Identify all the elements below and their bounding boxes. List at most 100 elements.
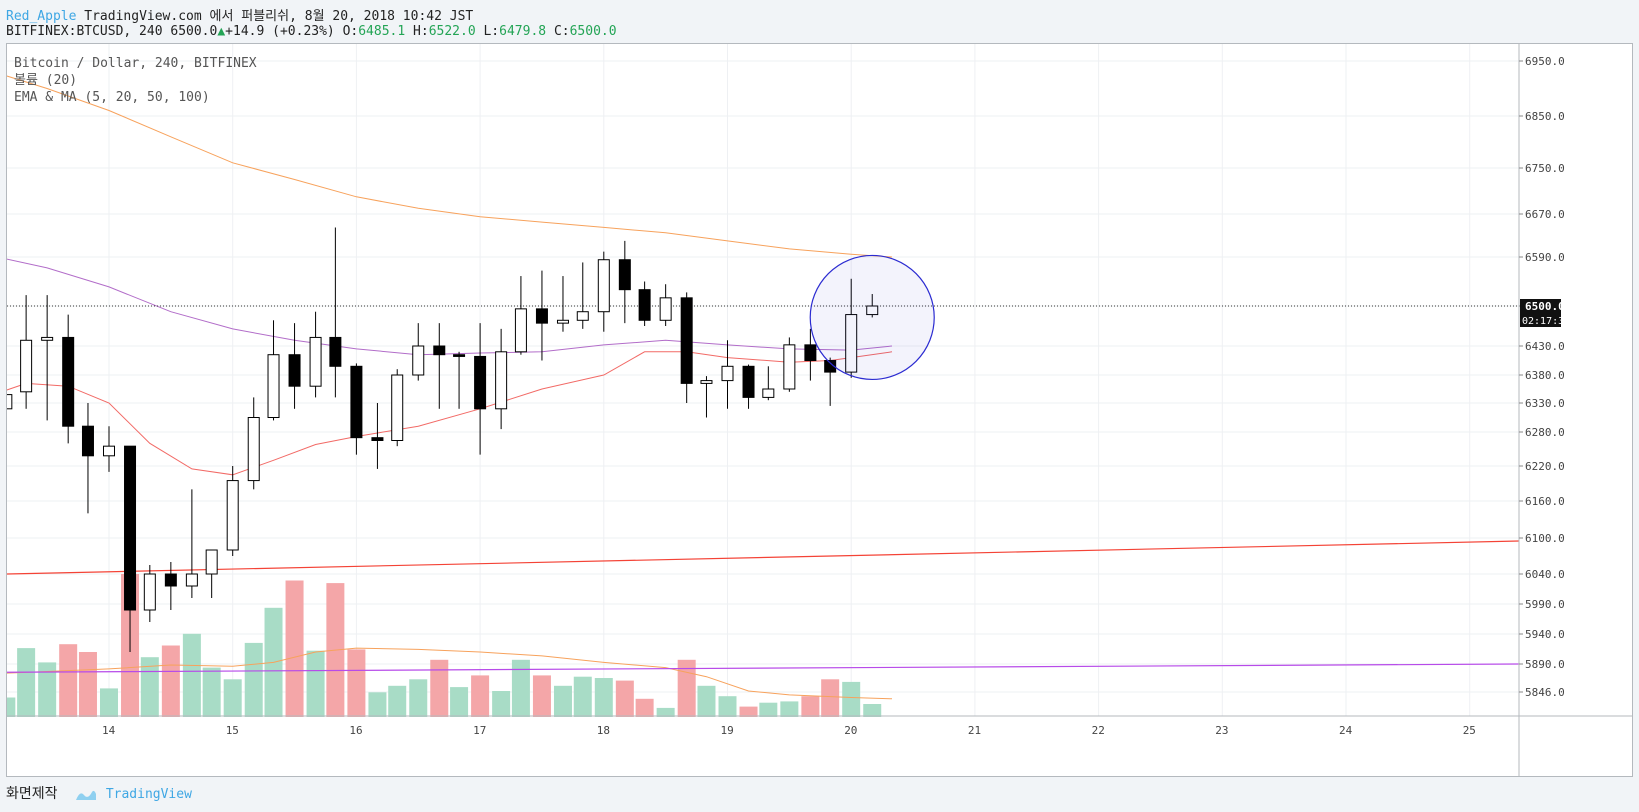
candle-body bbox=[556, 319, 569, 324]
candle-body bbox=[205, 549, 218, 575]
legend-ema-ma[interactable]: EMA & MA (5, 20, 50, 100) bbox=[14, 90, 210, 105]
volume-bar bbox=[511, 659, 530, 717]
candle-body bbox=[124, 445, 137, 611]
candle-body bbox=[267, 354, 280, 419]
legend-volume[interactable]: 볼륨 (20) bbox=[14, 73, 78, 88]
candle-body bbox=[20, 339, 33, 393]
candle-body bbox=[62, 336, 75, 427]
price-tick-label: 6750.0 bbox=[1525, 162, 1565, 175]
price-tick-label: 6160.0 bbox=[1525, 495, 1565, 508]
volume-bar bbox=[492, 691, 511, 717]
volume-bar bbox=[161, 645, 180, 717]
candle-body bbox=[412, 345, 425, 376]
volume-bar bbox=[202, 667, 221, 717]
volume-bar bbox=[821, 679, 840, 717]
volume-bar bbox=[78, 652, 97, 717]
candle-body bbox=[81, 425, 94, 457]
volume-bar bbox=[306, 650, 325, 717]
volume-bar bbox=[471, 675, 490, 717]
volume-bar bbox=[573, 676, 592, 717]
author-link[interactable]: Red_Apple bbox=[6, 9, 77, 24]
candle-body bbox=[309, 336, 322, 387]
highlight-circle bbox=[809, 254, 935, 381]
candle-body bbox=[391, 374, 404, 441]
volume-bar bbox=[656, 707, 675, 717]
price-tick-label: 5990.0 bbox=[1525, 598, 1565, 611]
volume-bar bbox=[347, 649, 366, 717]
up-arrow-icon: ▲ bbox=[217, 24, 226, 39]
price-tick-label: 6330.0 bbox=[1525, 397, 1565, 410]
chart-legend: Bitcoin / Dollar, 240, BITFINEX 볼륨 (20) … bbox=[14, 55, 257, 106]
candle-body bbox=[164, 573, 177, 587]
candle-body bbox=[866, 305, 879, 316]
volume-bar bbox=[863, 704, 882, 717]
time-tick-label: 20 bbox=[844, 724, 857, 737]
volume-bar bbox=[842, 681, 861, 717]
candle-body bbox=[433, 345, 446, 356]
volume-bar bbox=[532, 675, 551, 717]
volume-bar bbox=[801, 696, 820, 717]
volume-bar bbox=[244, 642, 263, 717]
publish-info: Red_Apple TradingView.com 에서 퍼블리쉬, 8월 20… bbox=[6, 5, 473, 24]
price-tick-label: 6380.0 bbox=[1525, 369, 1565, 382]
chart-panel[interactable]: 6950.0 6850.0 6750.0 6670.0 6590.0 6500.0 6430… bbox=[6, 43, 1633, 777]
candle-body bbox=[474, 355, 487, 410]
candle-body bbox=[618, 259, 631, 291]
price-tick-label: 5846.0 bbox=[1525, 686, 1565, 699]
trend-line-red bbox=[7, 540, 1520, 575]
volume-bar bbox=[38, 662, 57, 717]
ma-50-line bbox=[7, 258, 893, 356]
volume-bar bbox=[100, 688, 118, 717]
candle-body bbox=[103, 445, 115, 457]
ema-20-line bbox=[7, 351, 893, 476]
current-price-label-bg bbox=[1520, 299, 1561, 313]
price-tick-label: 6950.0 bbox=[1525, 55, 1565, 68]
volume-bar bbox=[759, 702, 778, 717]
price-tick-label: 6100.0 bbox=[1525, 532, 1565, 545]
candle-body bbox=[371, 437, 384, 441]
candle-body bbox=[659, 297, 672, 321]
volume-bar bbox=[780, 701, 799, 717]
open-value: 6485.1 bbox=[358, 24, 406, 39]
candle-body bbox=[350, 365, 363, 439]
price-tick-label: 6220.0 bbox=[1525, 460, 1565, 473]
candle-body bbox=[638, 289, 651, 321]
volume-bar bbox=[59, 644, 78, 717]
high-label: H: bbox=[413, 24, 429, 39]
time-tick-label: 17 bbox=[473, 724, 486, 737]
open-label: O: bbox=[342, 24, 359, 39]
volume-bar bbox=[635, 698, 654, 717]
candle-body bbox=[185, 573, 198, 587]
chart-canvas[interactable]: 6950.0 6850.0 6750.0 6670.0 6590.0 6500.0 6430… bbox=[7, 44, 1632, 776]
legend-symbol[interactable]: Bitcoin / Dollar, 240, BITFINEX bbox=[14, 56, 257, 71]
time-tick-label: 18 bbox=[597, 724, 610, 737]
volume-bar bbox=[450, 687, 469, 717]
tradingview-brand[interactable]: TradingView bbox=[74, 787, 192, 802]
candle-body bbox=[247, 417, 260, 482]
candle-body bbox=[824, 360, 837, 373]
candle-body bbox=[700, 380, 713, 384]
last-price: 6500.0 bbox=[170, 24, 218, 39]
ma-100-line bbox=[7, 75, 893, 258]
candle-body bbox=[329, 336, 342, 367]
countdown-label: 02:17:33 bbox=[1522, 316, 1570, 327]
time-tick-label: 23 bbox=[1215, 724, 1228, 737]
made-with-text: 화면제작 bbox=[6, 786, 58, 802]
time-tick-label: 25 bbox=[1463, 724, 1476, 737]
time-tick-label: 22 bbox=[1092, 724, 1105, 737]
time-tick-label: 14 bbox=[102, 724, 116, 737]
footer: 화면제작 TradingView bbox=[6, 783, 192, 803]
volume-bar bbox=[285, 580, 304, 717]
price-tick-label: 6040.0 bbox=[1525, 568, 1565, 581]
volume-bar bbox=[739, 706, 758, 717]
volume-bar bbox=[17, 648, 36, 717]
candle-body bbox=[576, 311, 589, 321]
candle-body bbox=[762, 388, 775, 398]
time-tick-label: 15 bbox=[226, 724, 239, 737]
tradingview-label: TradingView bbox=[105, 787, 192, 802]
volume-bar bbox=[388, 685, 407, 717]
volume-bar bbox=[430, 659, 449, 717]
candle-body bbox=[804, 344, 817, 362]
symbol-label: BITFINEX:BTCUSD, 240 bbox=[6, 24, 163, 39]
candle-body bbox=[41, 336, 54, 341]
